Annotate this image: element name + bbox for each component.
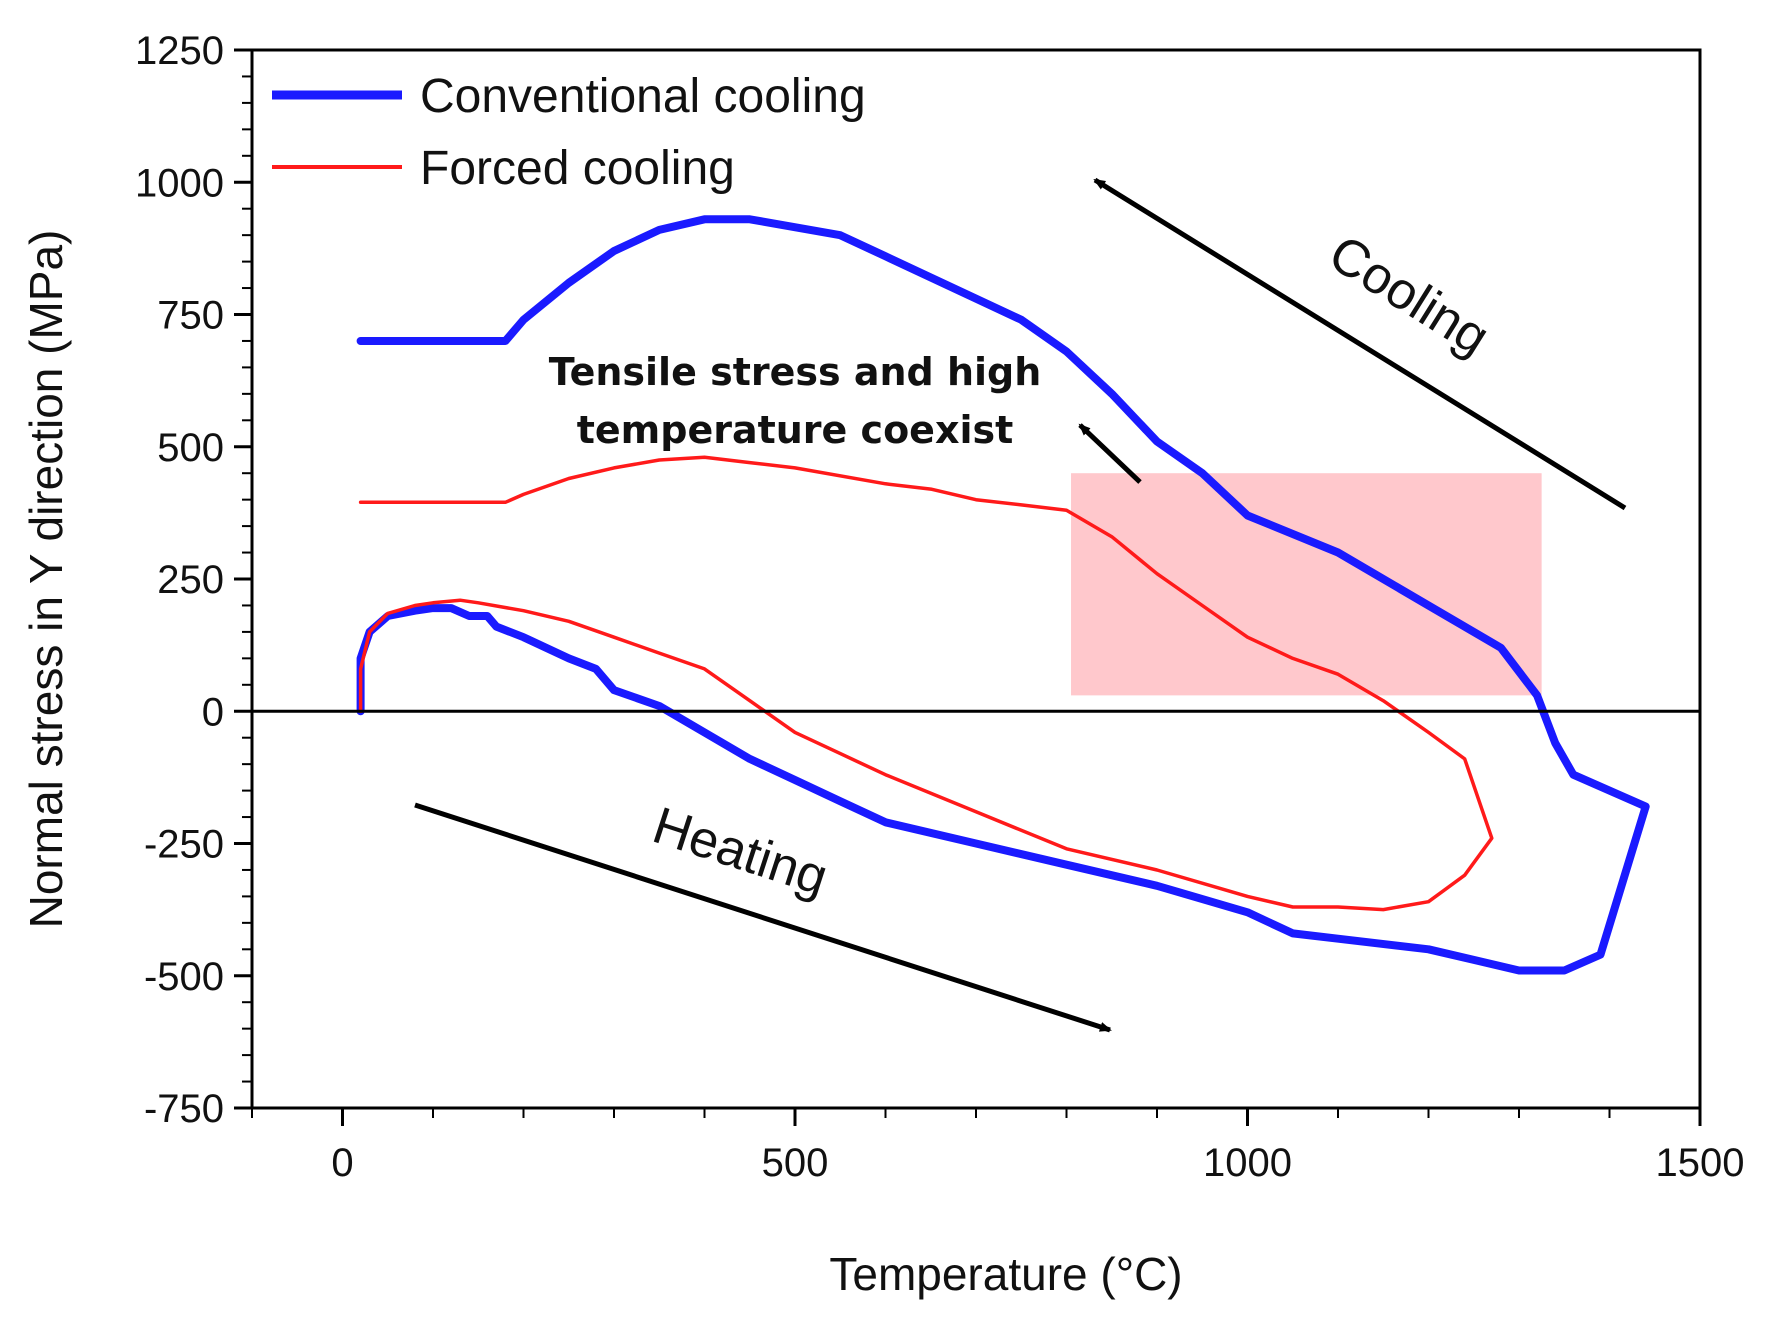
cooling-arrow — [1093, 177, 1627, 511]
y-tick-label: -500 — [144, 955, 224, 999]
series-line-0 — [356, 215, 1650, 975]
y-tick-label: 0 — [202, 690, 224, 734]
legend-label: Forced cooling — [420, 142, 735, 195]
x-axis-title: Temperature (°C) — [829, 1248, 1182, 1300]
y-tick-label: 750 — [157, 294, 224, 338]
y-tick-label: 250 — [157, 558, 224, 602]
heating-arrow — [414, 802, 1112, 1033]
x-tick-label: 1500 — [1656, 1141, 1745, 1185]
annotation-cooling: Cooling — [1319, 224, 1499, 367]
y-axis-title: Normal stress in Y direction (MPa) — [20, 230, 72, 929]
y-tick-label: 1250 — [135, 29, 224, 73]
tensile-arrow — [1078, 423, 1142, 484]
high-temp-tensile-region — [1071, 473, 1542, 696]
y-tick-label: 500 — [157, 426, 224, 470]
annotation-tensile-line-2: temperature coexist — [577, 408, 1014, 452]
x-tick-label: 500 — [762, 1141, 829, 1185]
y-tick-label: -750 — [144, 1087, 224, 1131]
legend-label: Conventional cooling — [420, 70, 866, 123]
x-tick-label: 0 — [331, 1141, 353, 1185]
series-line-1 — [358, 455, 1494, 912]
y-tick-label: 1000 — [135, 161, 224, 205]
y-tick-label: -250 — [144, 823, 224, 867]
x-tick-label: 1000 — [1203, 1141, 1292, 1185]
annotation-tensile-line-1: Tensile stress and high — [549, 350, 1042, 394]
